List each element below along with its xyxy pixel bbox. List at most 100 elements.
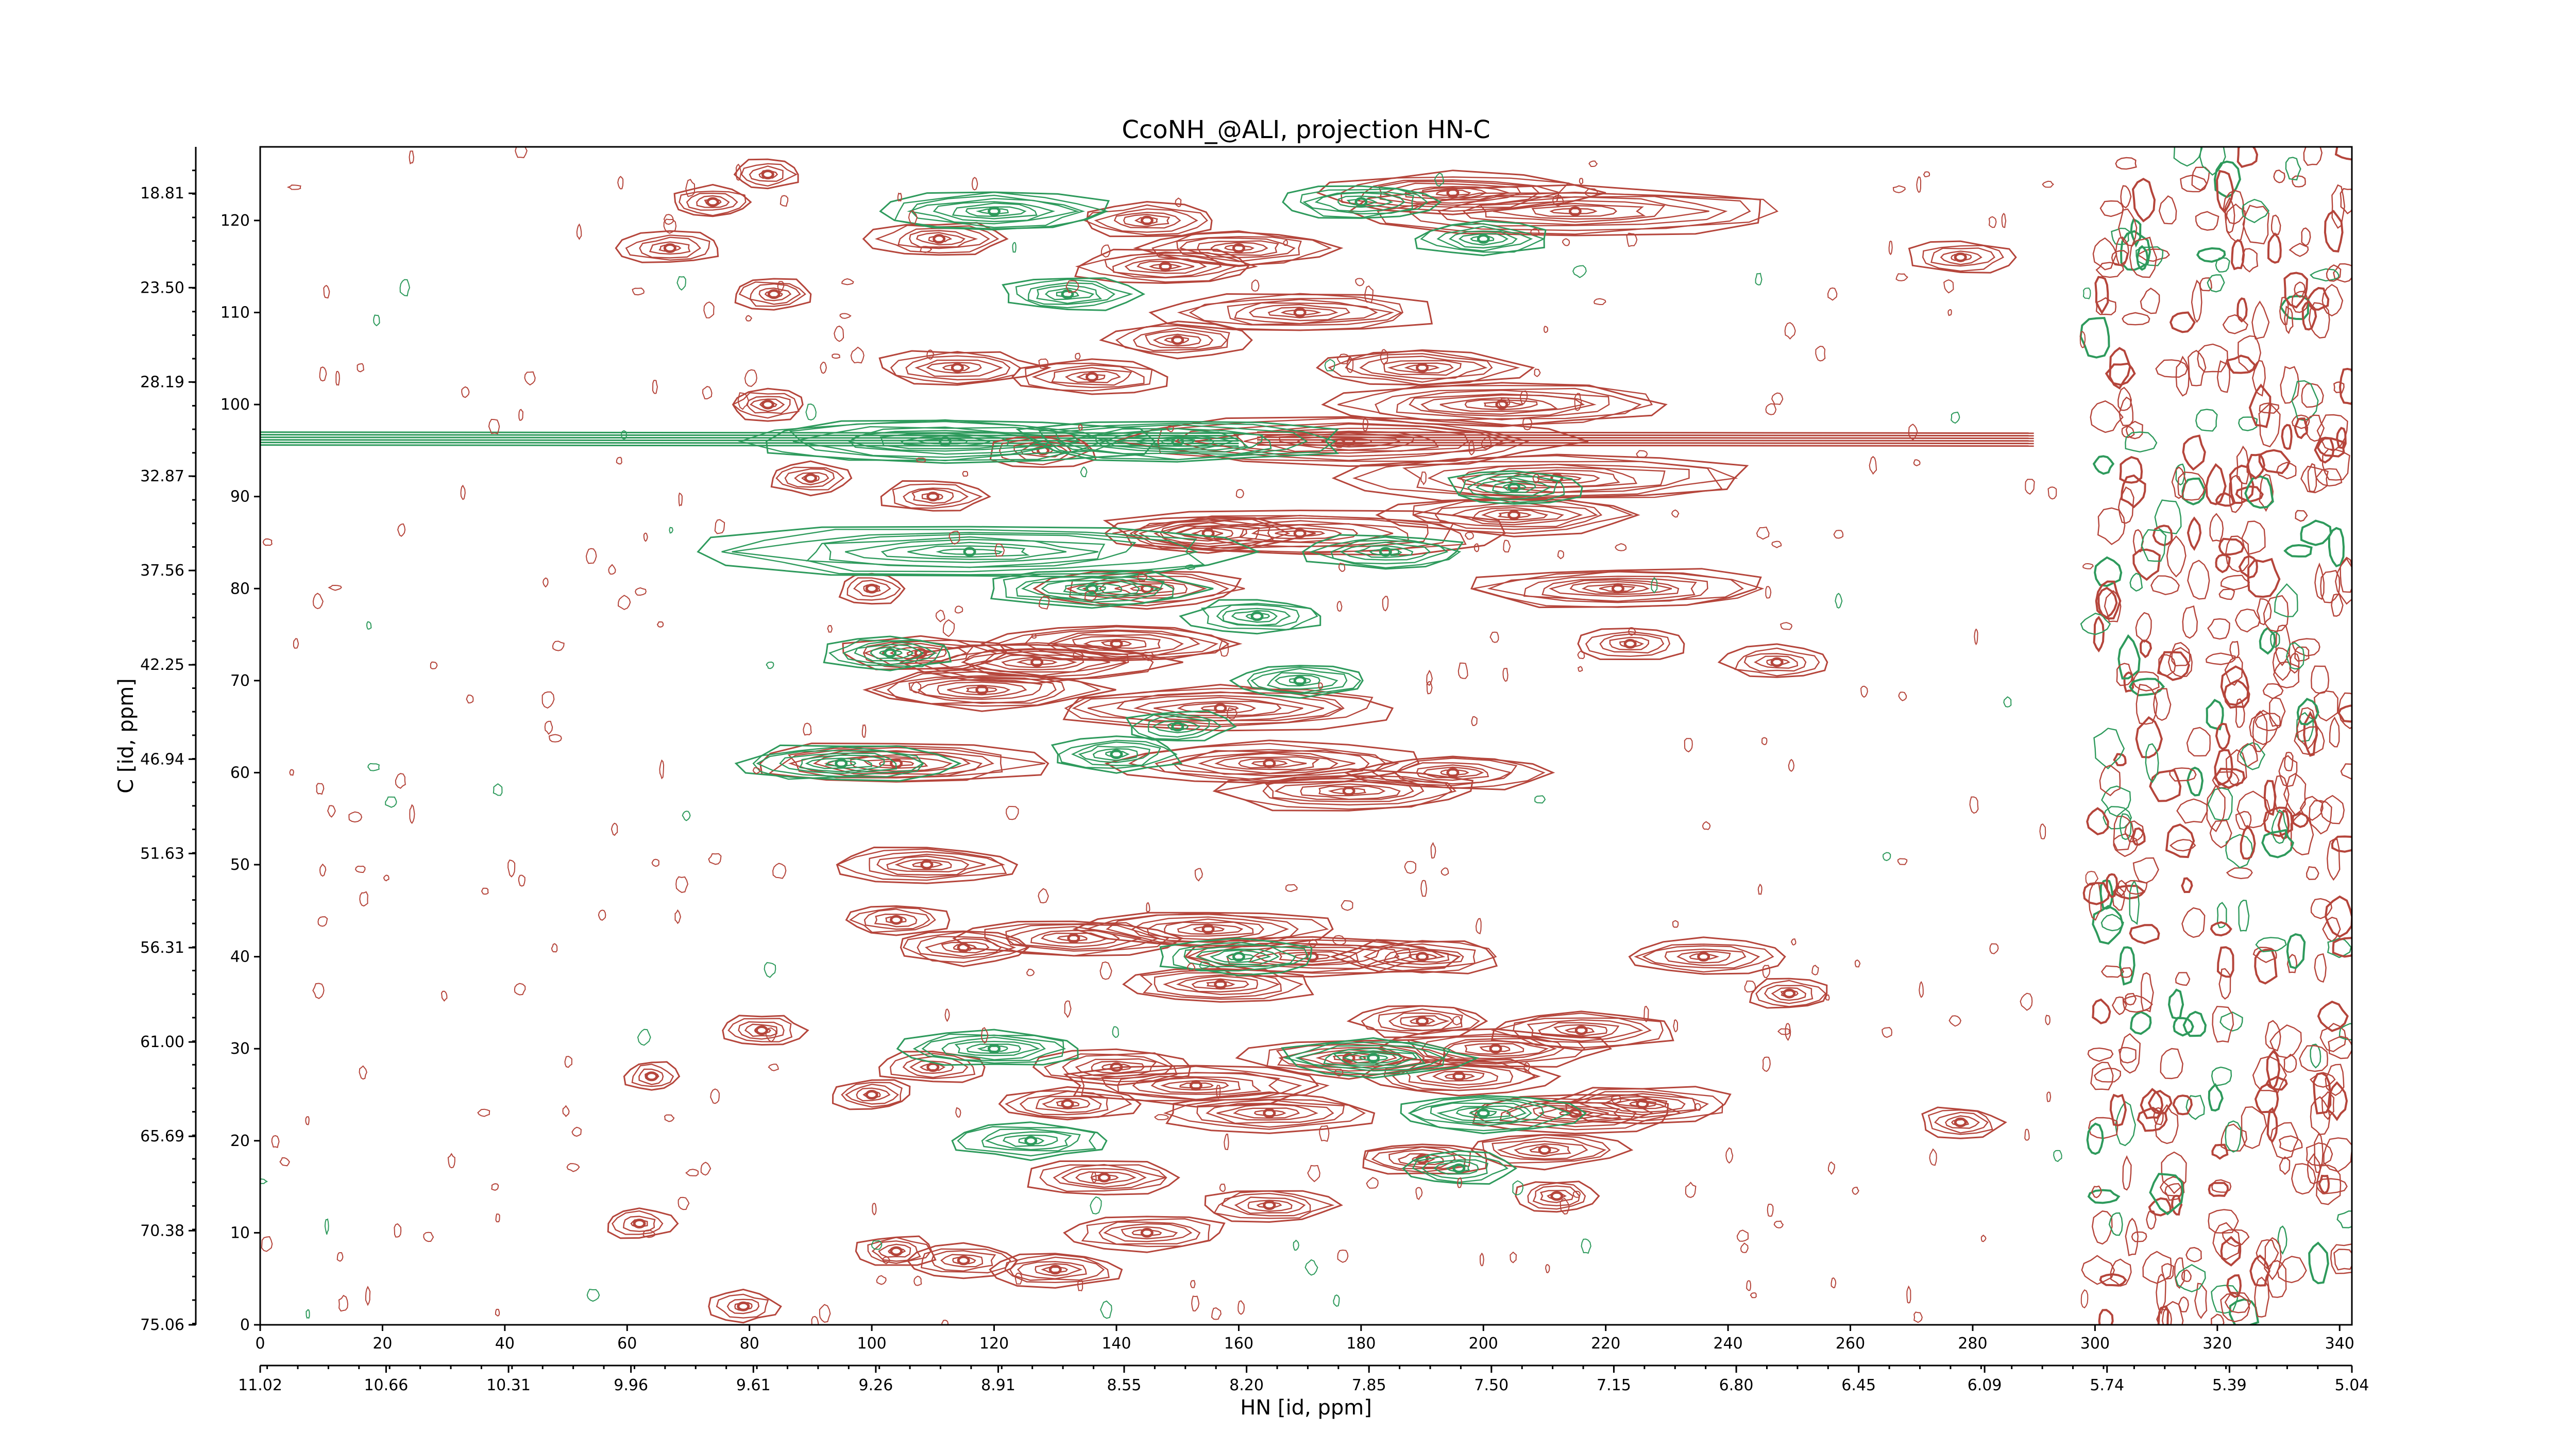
- y-ppm-tick-label: 32.87: [140, 467, 184, 485]
- positive-contour: [1348, 940, 1497, 974]
- noise-contour: [2276, 462, 2297, 480]
- noise-speck: [682, 811, 691, 821]
- noise-contour: [2119, 396, 2134, 426]
- noise-speck: [1219, 1184, 1226, 1192]
- positive-contour: [1027, 1160, 1180, 1195]
- noise-contour: [2285, 642, 2305, 670]
- positive-peak-core: [1263, 1108, 1276, 1118]
- noise-speck: [1916, 176, 1922, 193]
- positive-peak-core: [755, 1025, 768, 1035]
- noise-speck: [1919, 981, 1924, 998]
- noise-contour: [2238, 899, 2250, 932]
- positive-contour: [952, 1256, 976, 1265]
- noise-speck: [1285, 884, 1298, 892]
- noise-contour: [2211, 1285, 2239, 1314]
- positive-contour: [1153, 517, 1429, 549]
- noise-speck: [1014, 1272, 1023, 1285]
- negative-contour: [799, 754, 885, 773]
- positive-contour: [1450, 505, 1583, 526]
- positive-contour: [965, 687, 998, 693]
- noise-speck: [1479, 1252, 1484, 1267]
- positive-contour: [1197, 752, 1338, 774]
- noise-speck: [827, 625, 833, 633]
- x-index-tick-label: 240: [1713, 1335, 1742, 1353]
- positive-peak-core: [1214, 703, 1227, 713]
- negative-contour: [1266, 672, 1338, 690]
- noise-contour: [2295, 510, 2308, 522]
- negative-contour: [966, 1043, 1022, 1054]
- noise-speck: [839, 313, 852, 319]
- positive-contour: [941, 941, 990, 954]
- noise-contour: [2122, 1155, 2132, 1191]
- negative-contour: [1002, 277, 1146, 311]
- noise-speck: [1588, 160, 1598, 167]
- positive-peak-core: [1697, 952, 1710, 962]
- noise-speck: [514, 983, 526, 996]
- noise-speck: [811, 1316, 819, 1325]
- noise-contour: [2319, 1022, 2347, 1052]
- noise-speck: [768, 1064, 779, 1071]
- negative-peak-core: [1086, 583, 1099, 594]
- positive-contour: [1470, 1134, 1634, 1171]
- y-index-axis: 0 10 20 30 40 50 60 70 80 90 100 110 120: [221, 212, 260, 1334]
- noise-contour: [2191, 166, 2210, 191]
- positive-contour: [623, 1216, 656, 1232]
- y-ppm-tick-label: 75.06: [140, 1316, 184, 1334]
- noise-contour: [2086, 807, 2109, 836]
- noise-contour: [2100, 914, 2125, 932]
- negative-contour: [1430, 1102, 1532, 1124]
- positive-contour: [1148, 263, 1183, 270]
- positive-peak-core: [1201, 528, 1215, 538]
- positive-contour: [962, 648, 1127, 677]
- noise-speck: [1694, 1103, 1701, 1111]
- noise-speck: [611, 822, 618, 836]
- noise-speck: [359, 1065, 367, 1080]
- positive-contour: [1479, 1045, 1511, 1052]
- x-ppm-tick-label: 6.80: [1719, 1376, 1754, 1394]
- positive-peak-core: [957, 1255, 970, 1266]
- positive-contour: [1132, 327, 1228, 351]
- noise-speck: [1420, 471, 1427, 485]
- positive-contour: [1755, 980, 1827, 1007]
- contour-ridge-positive: [1257, 442, 2034, 445]
- noise-contour: [2269, 631, 2280, 648]
- noise-speck: [1324, 359, 1335, 372]
- positive-contour: [1387, 362, 1454, 374]
- noise-speck: [1545, 1264, 1550, 1274]
- negative-contour: [1245, 613, 1270, 620]
- contour-ridge-negative: [260, 431, 1239, 434]
- noise-speck: [1099, 961, 1112, 980]
- negative-peak-core: [988, 206, 1001, 216]
- noise-contour: [2222, 314, 2248, 334]
- negative-contour: [1250, 668, 1348, 694]
- y-ppm-tick-label: 28.19: [140, 373, 184, 391]
- negative-contour: [1468, 1110, 1497, 1117]
- noise-speck: [1740, 1242, 1749, 1253]
- noise-speck: [876, 1275, 887, 1285]
- noise-contour: [2115, 157, 2137, 170]
- noise-speck: [1628, 627, 1636, 636]
- positive-peak-core: [645, 1071, 658, 1082]
- noise-speck: [2001, 212, 2007, 228]
- noise-speck: [1038, 358, 1049, 369]
- noise-speck: [1452, 1016, 1462, 1025]
- noise-contour: [2336, 427, 2347, 449]
- y-ppm-tick-label: 61.00: [140, 1033, 184, 1051]
- noise-speck: [700, 1161, 711, 1176]
- positive-contour: [1009, 1256, 1105, 1281]
- noise-speck: [1355, 278, 1365, 287]
- noise-contour: [2326, 838, 2341, 881]
- noise-speck: [1366, 1177, 1379, 1189]
- noise-contour: [2207, 618, 2230, 640]
- positive-contour: [1435, 189, 1471, 196]
- noise-speck: [1336, 600, 1343, 612]
- noise-contour: [2100, 965, 2125, 978]
- noise-speck: [954, 605, 963, 614]
- noise-contour: [2317, 1000, 2349, 1032]
- positive-contour: [1930, 247, 1995, 267]
- noise-speck: [674, 909, 682, 924]
- noise-speck: [1404, 861, 1417, 874]
- positive-contour: [914, 359, 1003, 377]
- noise-contour: [2150, 575, 2180, 596]
- positive-peak-core: [865, 583, 878, 594]
